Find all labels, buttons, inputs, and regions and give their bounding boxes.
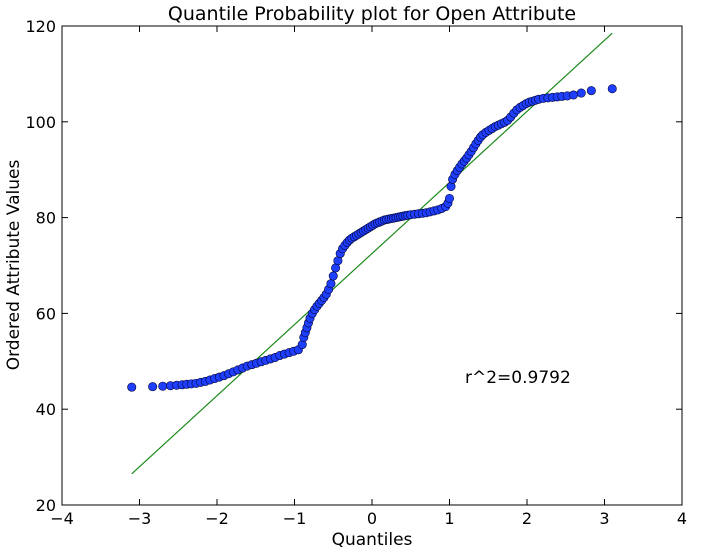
y-tick-label: 20: [36, 496, 56, 515]
data-point: [326, 279, 336, 289]
chart-title: Quantile Probability plot for Open Attri…: [168, 3, 576, 25]
data-points-group: [127, 84, 617, 392]
y-tick-label: 120: [25, 17, 56, 36]
fit-line: [131, 32, 613, 475]
x-tick-label: 2: [522, 509, 532, 528]
fit-line-group: [131, 32, 613, 475]
x-tick-label: −1: [283, 509, 307, 528]
data-point: [158, 381, 168, 391]
x-tick-label: 0: [367, 509, 377, 528]
x-tick-label: −4: [50, 509, 74, 528]
y-axis-ticks: 20 40 60 80 100 120: [25, 17, 682, 515]
r-squared-annotation: r^2=0.9792: [465, 368, 571, 388]
y-tick-label: 40: [36, 400, 56, 419]
data-point: [576, 88, 586, 98]
x-tick-label: 4: [677, 509, 687, 528]
x-axis-label: Quantiles: [332, 530, 413, 550]
data-point: [444, 193, 454, 203]
x-tick-label: −3: [128, 509, 152, 528]
data-point: [127, 382, 137, 392]
x-axis-ticks: −4 −3 −2 −1 0 1 2 3 4: [50, 26, 687, 528]
y-axis-label: Ordered Attribute Values: [4, 160, 24, 371]
y-tick-label: 80: [36, 209, 56, 228]
plot-area: [127, 32, 617, 475]
x-tick-label: 1: [444, 509, 454, 528]
y-tick-label: 100: [25, 113, 56, 132]
data-point: [586, 86, 596, 96]
data-point: [607, 84, 617, 94]
x-tick-label: −2: [205, 509, 229, 528]
data-point: [148, 382, 158, 392]
data-point: [568, 90, 578, 100]
y-tick-label: 60: [36, 304, 56, 323]
x-tick-label: 3: [599, 509, 609, 528]
data-point: [328, 271, 338, 281]
